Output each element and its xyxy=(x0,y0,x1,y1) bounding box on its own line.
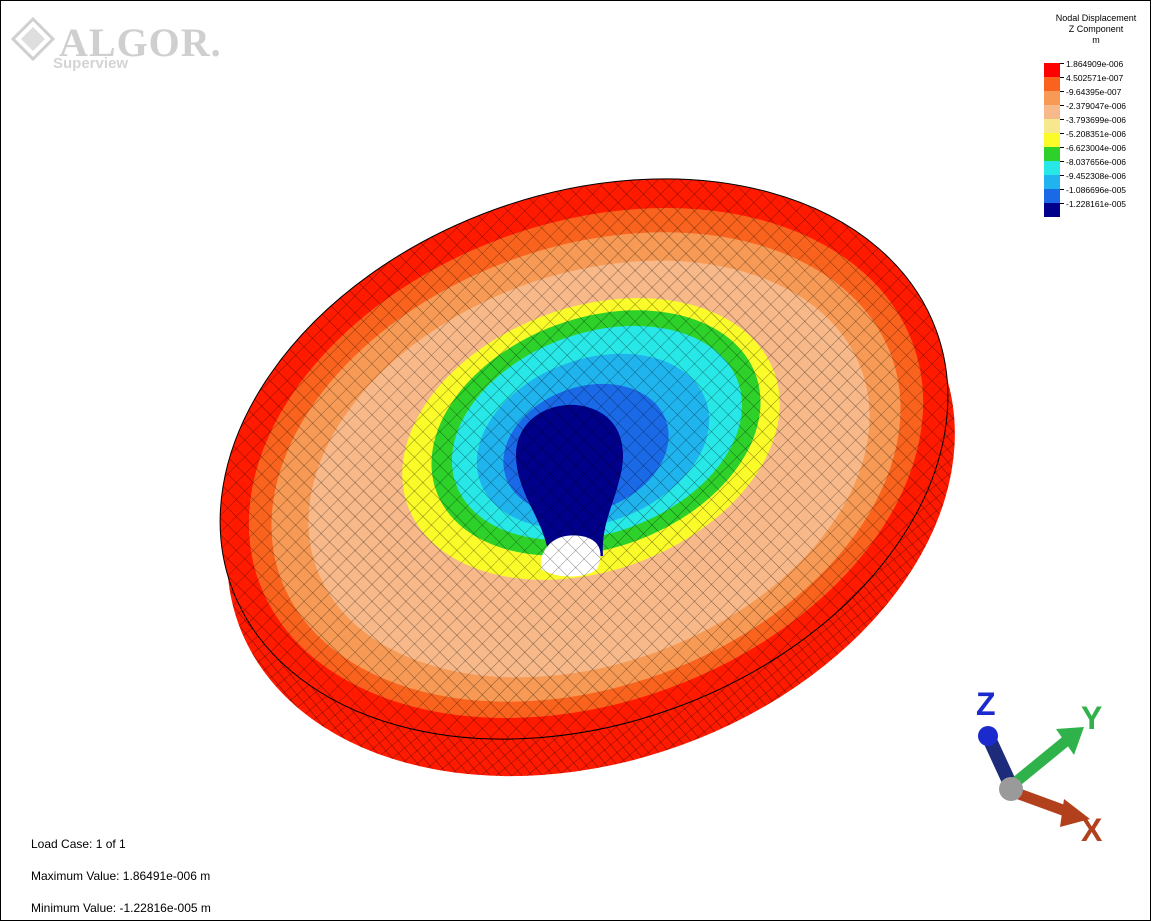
legend-row: -2.379047e-006 xyxy=(1044,101,1150,119)
legend-row: -3.793699e-006 xyxy=(1044,115,1150,133)
x-axis-arrow xyxy=(1009,785,1090,827)
legend-row: -5.208351e-006 xyxy=(1044,129,1150,147)
legend-unit: m xyxy=(1092,35,1100,45)
triad-origin xyxy=(999,777,1023,801)
legend-label: -9.452308e-006 xyxy=(1066,171,1127,181)
legend-label: -8.037656e-006 xyxy=(1066,157,1127,167)
algor-logo: ALGOR. Superview xyxy=(9,11,231,77)
disk-top-surface xyxy=(219,178,949,740)
legend-swatch xyxy=(1044,91,1060,105)
legend-swatch xyxy=(1044,77,1060,91)
logo-product: Superview xyxy=(53,55,129,72)
legend-label: -6.623004e-006 xyxy=(1066,143,1127,153)
legend-swatch xyxy=(1044,161,1060,175)
legend-row: -8.037656e-006 xyxy=(1044,157,1150,175)
legend-label: 1.864909e-006 xyxy=(1066,59,1124,69)
algor-diamond-icon xyxy=(10,16,56,62)
y-axis-arrow xyxy=(1007,727,1084,791)
legend-row: 4.502571e-007 xyxy=(1044,73,1150,91)
legend-swatch xyxy=(1044,105,1060,119)
legend-component: Z Component xyxy=(1068,24,1124,34)
legend-title: Nodal Displacement xyxy=(1055,13,1137,23)
legend-label: -5.208351e-006 xyxy=(1066,129,1127,139)
legend-swatch xyxy=(1044,203,1060,217)
legend-swatch xyxy=(1044,147,1060,161)
legend-row: -9.452308e-006 xyxy=(1044,171,1150,189)
minimum-value-text: Minimum Value: -1.22816e-005 m xyxy=(31,901,211,915)
axis-triad: Z Y X xyxy=(976,686,1103,848)
legend-row: 1.864909e-006 xyxy=(1044,59,1150,77)
legend-swatch xyxy=(1044,63,1060,77)
legend-label: -9.64395e-007 xyxy=(1066,87,1122,97)
legend-swatch xyxy=(1044,119,1060,133)
legend-row: -6.623004e-006 xyxy=(1044,143,1150,161)
z-axis-arrow xyxy=(978,726,1018,789)
legend-label: -1.228161e-005 xyxy=(1066,199,1127,209)
z-axis-label: Z xyxy=(976,686,996,722)
x-axis-label: X xyxy=(1081,812,1103,848)
legend-swatch xyxy=(1044,175,1060,189)
legend-row: -9.64395e-007 xyxy=(1044,87,1150,105)
legend-label: -1.086696e-005 xyxy=(1066,185,1127,195)
legend-swatch xyxy=(1044,189,1060,203)
maximum-value-text: Maximum Value: 1.86491e-006 m xyxy=(31,869,211,883)
legend-label: 4.502571e-007 xyxy=(1066,73,1124,83)
legend-row: -1.228161e-005 xyxy=(1044,199,1150,217)
logo-brand: ALGOR. xyxy=(59,20,222,65)
legend-row: -1.086696e-005 xyxy=(1044,185,1150,203)
legend-header: Nodal Displacement Z Component m xyxy=(1041,13,1150,46)
y-axis-label: Y xyxy=(1081,700,1102,736)
color-legend: 1.864909e-006 4.502571e-007 -9.64395e-00… xyxy=(1044,59,1150,217)
legend-label: -2.379047e-006 xyxy=(1066,101,1127,111)
legend-label: -3.793699e-006 xyxy=(1066,115,1127,125)
load-case-text: Load Case: 1 of 1 xyxy=(31,837,126,851)
legend-swatch xyxy=(1044,133,1060,147)
